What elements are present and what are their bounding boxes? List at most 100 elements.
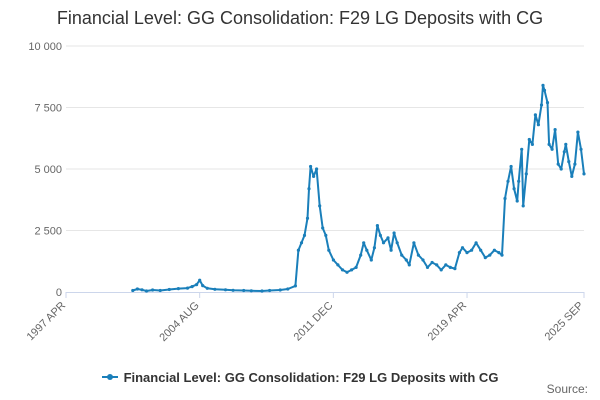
data-point[interactable] — [550, 147, 554, 151]
data-point[interactable] — [545, 101, 550, 105]
data-point[interactable] — [524, 172, 528, 176]
data-point[interactable] — [503, 196, 507, 201]
data-point[interactable] — [327, 248, 331, 252]
data-point[interactable] — [553, 128, 557, 132]
data-point[interactable] — [520, 147, 524, 151]
data-point[interactable] — [465, 251, 469, 255]
data-point[interactable] — [372, 246, 376, 250]
data-point[interactable] — [444, 263, 448, 267]
data-point[interactable] — [185, 286, 190, 290]
data-point[interactable] — [488, 253, 492, 257]
data-point[interactable] — [302, 233, 307, 237]
data-point[interactable] — [453, 267, 457, 271]
data-point[interactable] — [167, 287, 171, 292]
data-point[interactable] — [470, 248, 474, 252]
data-point[interactable] — [579, 147, 583, 151]
data-point[interactable] — [407, 263, 411, 267]
data-point[interactable] — [573, 162, 577, 166]
data-point[interactable] — [395, 241, 399, 245]
data-point[interactable] — [509, 164, 513, 169]
data-point[interactable] — [350, 268, 354, 272]
legend-item[interactable]: Financial Level: GG Consolidation: F29 L… — [101, 370, 498, 385]
data-point[interactable] — [345, 270, 349, 274]
data-point[interactable] — [324, 233, 328, 237]
data-point[interactable] — [231, 288, 235, 292]
data-point[interactable] — [293, 284, 297, 288]
data-point[interactable] — [448, 265, 452, 269]
data-point[interactable] — [213, 287, 217, 291]
data-point[interactable] — [512, 187, 516, 191]
data-point[interactable] — [249, 289, 253, 293]
data-point[interactable] — [359, 253, 363, 257]
data-point[interactable] — [416, 253, 420, 257]
data-point[interactable] — [536, 123, 541, 127]
data-point[interactable] — [576, 130, 580, 134]
data-point[interactable] — [435, 263, 439, 267]
data-point[interactable] — [479, 248, 483, 252]
data-point[interactable] — [305, 216, 310, 220]
data-point[interactable] — [381, 241, 386, 245]
data-point[interactable] — [318, 204, 322, 208]
data-point[interactable] — [439, 268, 443, 272]
data-point[interactable] — [506, 179, 510, 183]
data-point[interactable] — [492, 248, 496, 252]
data-point[interactable] — [223, 288, 228, 292]
data-point[interactable] — [140, 288, 144, 292]
data-point[interactable] — [421, 258, 425, 262]
data-point[interactable] — [547, 142, 551, 146]
data-point[interactable] — [296, 248, 300, 252]
data-point[interactable] — [321, 226, 325, 230]
data-point[interactable] — [400, 253, 404, 257]
data-point[interactable] — [404, 258, 408, 262]
data-point[interactable] — [309, 164, 313, 169]
data-point[interactable] — [365, 248, 369, 252]
data-point[interactable] — [564, 142, 568, 146]
data-point[interactable] — [195, 283, 199, 287]
data-point[interactable] — [260, 289, 264, 293]
data-point[interactable] — [542, 88, 547, 92]
data-point[interactable] — [539, 103, 544, 107]
data-point[interactable] — [570, 174, 574, 178]
data-point[interactable] — [198, 278, 202, 282]
data-point[interactable] — [201, 284, 205, 288]
data-point[interactable] — [278, 288, 282, 292]
data-point[interactable] — [392, 231, 396, 235]
data-point[interactable] — [131, 288, 135, 293]
data-point[interactable] — [307, 187, 311, 191]
data-point[interactable] — [530, 142, 535, 146]
data-point[interactable] — [205, 286, 209, 290]
data-point[interactable] — [242, 288, 246, 293]
data-point[interactable] — [378, 233, 382, 237]
data-point[interactable] — [362, 241, 366, 245]
data-point[interactable] — [521, 204, 525, 208]
data-point[interactable] — [541, 83, 545, 87]
data-point[interactable] — [369, 258, 373, 262]
data-point[interactable] — [412, 241, 416, 245]
data-point[interactable] — [562, 150, 566, 154]
data-point[interactable] — [497, 251, 501, 255]
data-point[interactable] — [144, 289, 149, 293]
data-point[interactable] — [515, 199, 519, 203]
data-point[interactable] — [567, 160, 571, 164]
data-point[interactable] — [425, 265, 430, 269]
data-point[interactable] — [286, 287, 290, 291]
data-point[interactable] — [389, 248, 393, 252]
data-point[interactable] — [430, 260, 434, 265]
data-point[interactable] — [340, 268, 345, 272]
data-point[interactable] — [312, 174, 316, 178]
data-point[interactable] — [556, 162, 560, 166]
data-point[interactable] — [331, 258, 335, 262]
data-point[interactable] — [158, 288, 162, 293]
data-point[interactable] — [559, 167, 563, 171]
data-point[interactable] — [268, 288, 272, 293]
data-point[interactable] — [299, 241, 304, 245]
data-point[interactable] — [457, 251, 461, 255]
data-point[interactable] — [176, 287, 180, 291]
data-point[interactable] — [527, 137, 531, 142]
data-point[interactable] — [500, 253, 504, 257]
data-point[interactable] — [474, 241, 478, 245]
data-point[interactable] — [336, 263, 340, 267]
data-point[interactable] — [386, 236, 390, 240]
data-point[interactable] — [533, 113, 538, 117]
data-point[interactable] — [315, 167, 319, 171]
